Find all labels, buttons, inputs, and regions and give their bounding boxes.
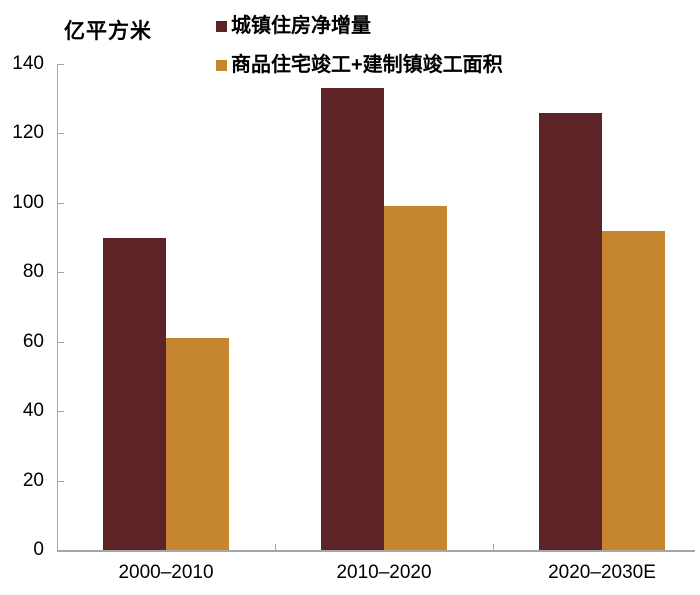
x-axis-line [57,550,695,552]
legend-swatch-gold [216,59,227,71]
y-tick-label: 40 [22,400,44,422]
y-axis-tick [58,272,64,274]
y-axis-unit-label: 亿平方米 [64,20,152,43]
y-tick-label: 100 [12,191,44,213]
y-axis-tick [58,480,64,482]
bar-series2-cat3 [602,230,665,550]
bar-series1-cat2 [321,88,384,550]
x-category-label: 2020–2030E [548,562,656,583]
y-axis-tick [58,202,64,204]
legend-item-completed-floor-area: 商品住宅竣工+建制镇竣工面积 [216,53,503,77]
bar-series1-cat1 [103,237,166,550]
bar-series1-cat3 [539,112,602,550]
legend-item-urban-housing-net-increase: 城镇住房净增量 [216,14,503,38]
y-axis-tick [58,133,64,135]
legend-label-urban-housing-net-increase: 城镇住房净增量 [231,15,371,37]
y-tick-label: 140 [12,53,44,74]
y-axis-line [57,64,58,552]
legend: 城镇住房净增量 商品住宅竣工+建制镇竣工面积 [216,14,503,77]
y-axis-tick [58,64,64,65]
y-axis-tick [58,341,64,343]
y-tick-label: 80 [22,261,44,283]
bar-series2-cat1 [166,338,229,550]
y-axis-tick [58,411,64,413]
x-category-label: 2010–2020 [336,562,432,583]
bar-series2-cat2 [384,206,447,550]
x-category-label: 2000–2010 [118,562,214,583]
y-tick-label: 20 [22,469,44,491]
legend-label-completed-floor-area: 商品住宅竣工+建制镇竣工面积 [231,54,503,76]
legend-swatch-dark-red [216,20,227,32]
x-axis-tick [493,544,494,550]
y-tick-label: 60 [22,330,44,352]
y-tick-label: 120 [12,122,44,144]
x-axis-tick [275,544,276,550]
y-tick-label: 0 [33,539,44,560]
